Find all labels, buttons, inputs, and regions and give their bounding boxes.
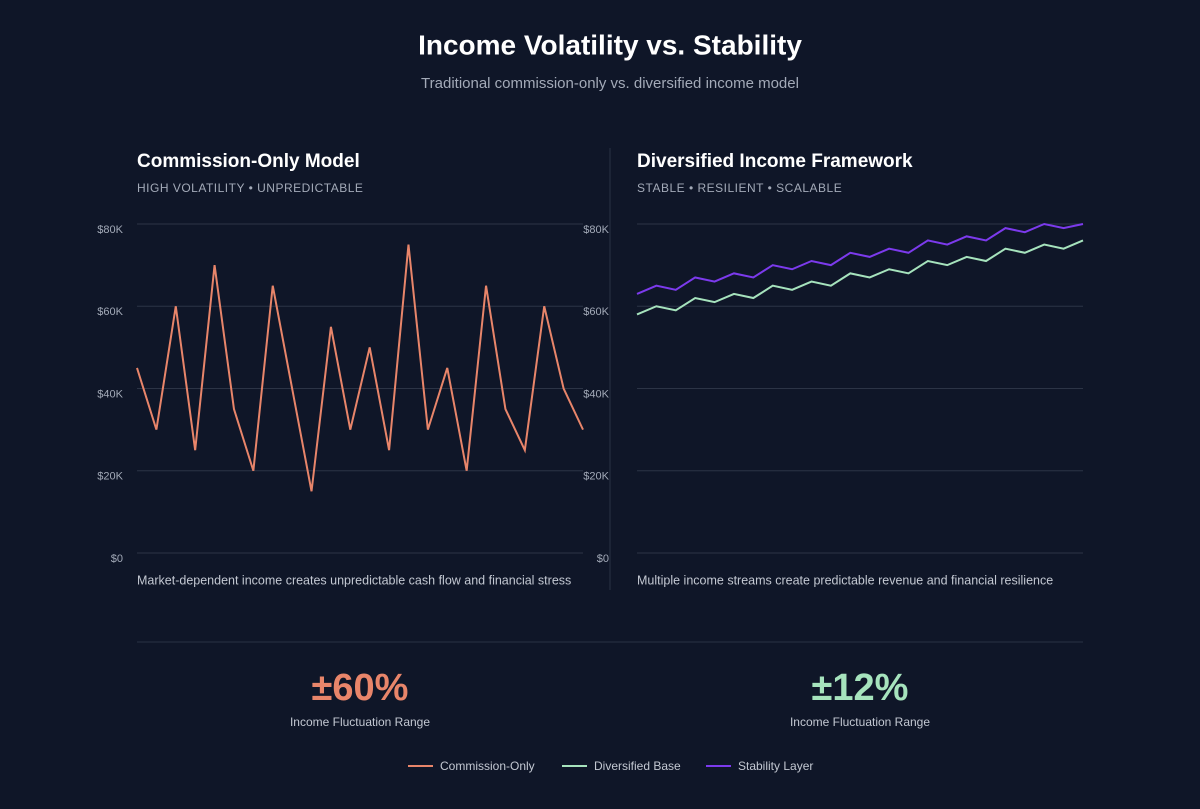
y-tick-label: $40K xyxy=(583,388,609,400)
page-subtitle: Traditional commission-only vs. diversif… xyxy=(421,75,799,92)
chart-subtitle: STABLE • RESILIENT • SCALABLE xyxy=(637,181,842,195)
y-tick-label: $20K xyxy=(97,471,123,483)
series-line xyxy=(636,239,1084,316)
series-line xyxy=(136,244,584,492)
chart-caption: Multiple income streams create predictab… xyxy=(637,573,1053,587)
chart-subtitle: HIGH VOLATILITY • UNPREDICTABLE xyxy=(137,181,363,195)
chart-title: Commission-Only Model xyxy=(137,151,360,172)
y-tick-label: $20K xyxy=(583,471,609,483)
legend-label: Commission-Only xyxy=(440,759,535,773)
chart-title: Diversified Income Framework xyxy=(637,151,913,172)
y-tick-label: $0 xyxy=(597,553,609,565)
series-line xyxy=(636,222,1084,295)
chart-caption: Market-dependent income creates unpredic… xyxy=(137,573,571,587)
stat-label: Income Fluctuation Range xyxy=(290,715,430,729)
y-tick-label: $80K xyxy=(583,224,609,236)
y-tick-label: $60K xyxy=(97,306,123,318)
legend-label: Stability Layer xyxy=(738,759,813,773)
page-title: Income Volatility vs. Stability xyxy=(418,29,802,60)
y-tick-label: $80K xyxy=(97,224,123,236)
y-tick-label: $0 xyxy=(111,553,123,565)
stat-value: ±60% xyxy=(312,667,409,709)
stat-value: ±12% xyxy=(812,667,909,709)
y-tick-label: $60K xyxy=(583,306,609,318)
y-tick-label: $40K xyxy=(97,388,123,400)
legend-label: Diversified Base xyxy=(594,759,681,773)
stat-label: Income Fluctuation Range xyxy=(790,715,930,729)
